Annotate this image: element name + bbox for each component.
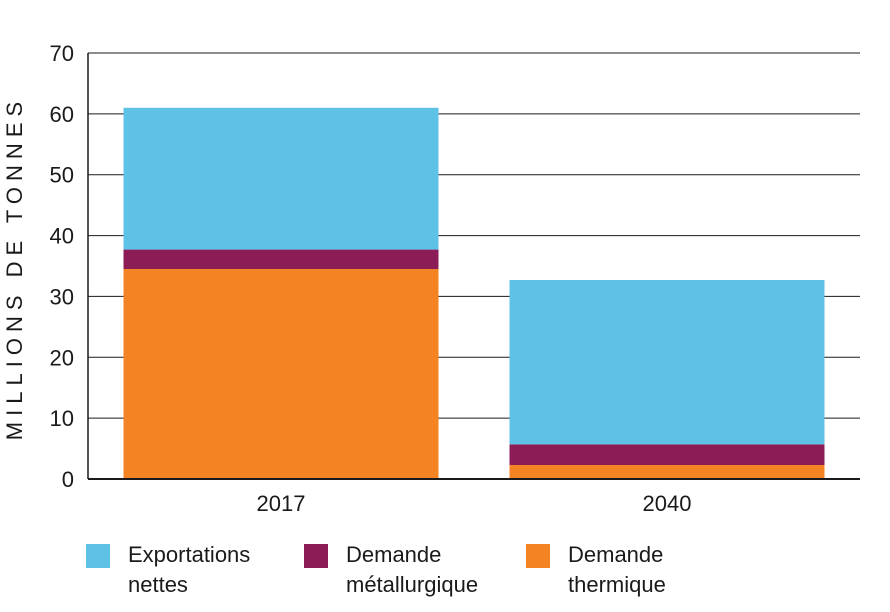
bar-2040-demande-thermique — [509, 465, 825, 479]
legend-label-line1: Demande — [568, 542, 664, 567]
bar-2017-exportations-nettes — [123, 107, 439, 250]
y-tick-label-60: 60 — [50, 102, 74, 127]
legend-item-demande-thermique: Demande thermique — [526, 540, 748, 600]
bar-2017-demande-m-tallurgique — [123, 249, 439, 270]
chart: 0 10 20 30 40 50 60 70 2017 2040 MILLIONS DE TON… — [2, 41, 860, 516]
y-tick-label-0: 0 — [62, 467, 74, 492]
y-tick-label-30: 30 — [50, 284, 74, 309]
y-tick-labels: 0 10 20 30 40 50 60 70 — [50, 41, 74, 492]
legend-swatch-exportations-nettes — [86, 544, 110, 568]
bar-2040-demande-m-tallurgique — [509, 444, 825, 466]
y-tick-label-10: 10 — [50, 406, 74, 431]
legend-label-line2: métallurgique — [346, 572, 479, 597]
y-tick-label-20: 20 — [50, 345, 74, 370]
x-tick-labels: 2017 2040 — [257, 491, 692, 516]
legend-label-line1: Exportations — [128, 542, 251, 567]
bar-2017-demande-thermique — [123, 269, 439, 479]
legend-label-line2: nettes — [128, 572, 188, 597]
legend-label-line1: Demande — [346, 542, 442, 567]
y-tick-label-50: 50 — [50, 163, 74, 188]
legend-swatch-demande-metallurgique — [304, 544, 328, 568]
legend-swatch-demande-thermique — [526, 544, 550, 568]
y-axis-label: MILLIONS DE TONNES — [2, 96, 27, 440]
legend-item-demande-metallurgique: Demande métallurgique — [304, 540, 526, 600]
y-tick-label-40: 40 — [50, 224, 74, 249]
y-tick-label-70: 70 — [50, 41, 74, 66]
x-tick-label-2017: 2017 — [257, 491, 306, 516]
legend: Exportations nettes Demande métallurgiqu… — [86, 540, 876, 606]
legend-item-exportations-nettes: Exportations nettes — [86, 540, 308, 600]
bars — [123, 107, 825, 479]
x-tick-label-2040: 2040 — [643, 491, 692, 516]
legend-label-line2: thermique — [568, 572, 666, 597]
bar-2040-exportations-nettes — [509, 279, 825, 445]
